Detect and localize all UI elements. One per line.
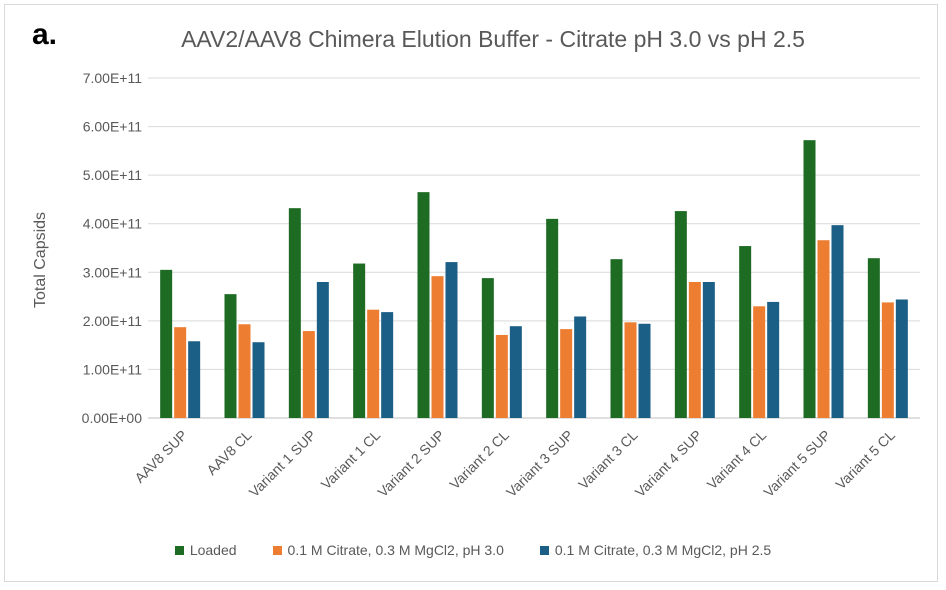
legend-label: 0.1 M Citrate, 0.3 M MgCl2, pH 2.5 — [554, 542, 772, 558]
bar — [509, 326, 522, 418]
bar — [431, 276, 444, 418]
bar — [238, 324, 251, 418]
legend-label: 0.1 M Citrate, 0.3 M MgCl2, pH 3.0 — [287, 542, 504, 558]
bar — [702, 282, 715, 418]
x-tick-label: Variant 3 SUP — [503, 427, 576, 500]
bar — [417, 192, 430, 418]
x-tick-label: Variant 4 CL — [704, 427, 770, 493]
bar — [831, 225, 844, 418]
bar — [803, 140, 816, 418]
y-tick-label: 7.00E+11 — [83, 70, 143, 86]
bar — [252, 342, 265, 418]
bar — [560, 329, 573, 418]
bar — [867, 258, 880, 418]
x-tick-label: Variant 5 CL — [832, 427, 898, 493]
bar — [688, 282, 701, 418]
bar — [160, 269, 173, 418]
bar — [574, 316, 587, 418]
bar — [638, 323, 651, 418]
panel-label: a. — [32, 18, 58, 51]
legend-swatch — [539, 545, 549, 555]
bar — [546, 218, 559, 418]
bar — [881, 302, 894, 418]
y-tick-label: 5.00E+11 — [83, 167, 143, 183]
bar — [495, 334, 508, 418]
bar — [224, 294, 237, 418]
x-tick-label: Variant 1 SUP — [246, 427, 319, 500]
x-tick-label: Variant 3 CL — [575, 427, 641, 493]
bar — [445, 262, 458, 418]
chart-legend: Loaded 0.1 M Citrate, 0.3 M MgCl2, pH 3.0… — [0, 542, 946, 558]
bar — [188, 341, 201, 418]
x-tick-label: Variant 2 SUP — [374, 427, 447, 500]
x-tick-label: AAV8 CL — [203, 427, 254, 478]
y-tick-label: 0.00E+00 — [82, 410, 143, 426]
legend-item: 0.1 M Citrate, 0.3 M MgCl2, pH 2.5 — [539, 542, 772, 558]
y-tick-label: 4.00E+11 — [83, 216, 143, 232]
bar — [739, 246, 752, 418]
bar — [610, 259, 623, 418]
bar — [753, 306, 766, 418]
bar — [381, 312, 394, 418]
x-tick-label: Variant 5 SUP — [760, 427, 833, 500]
bar — [316, 282, 329, 418]
bar — [674, 211, 687, 418]
bar — [353, 263, 366, 418]
legend-item: Loaded — [174, 542, 237, 558]
bar — [817, 240, 830, 418]
bar — [174, 327, 187, 418]
legend-swatch — [174, 545, 184, 555]
bar — [367, 309, 380, 418]
x-tick-label: Variant 2 CL — [446, 427, 512, 493]
y-tick-label: 1.00E+11 — [83, 361, 143, 377]
bar — [302, 331, 315, 418]
legend-item: 0.1 M Citrate, 0.3 M MgCl2, pH 3.0 — [272, 542, 504, 558]
chart-title: AAV2/AAV8 Chimera Elution Buffer - Citra… — [181, 26, 805, 52]
bar — [481, 278, 494, 418]
x-tick-label: AAV8 SUP — [131, 427, 190, 486]
chart-frame — [4, 4, 938, 582]
legend-swatch — [272, 545, 282, 555]
y-tick-label: 3.00E+11 — [83, 264, 143, 280]
x-tick-label: Variant 1 CL — [318, 427, 384, 493]
y-tick-label: 6.00E+11 — [83, 119, 143, 135]
legend-label: Loaded — [189, 542, 237, 558]
bar — [288, 208, 301, 418]
y-tick-label: 2.00E+11 — [83, 313, 143, 329]
x-tick-label: Variant 4 SUP — [632, 427, 705, 500]
bar — [767, 301, 780, 418]
bar — [895, 299, 908, 418]
bar — [624, 322, 637, 418]
